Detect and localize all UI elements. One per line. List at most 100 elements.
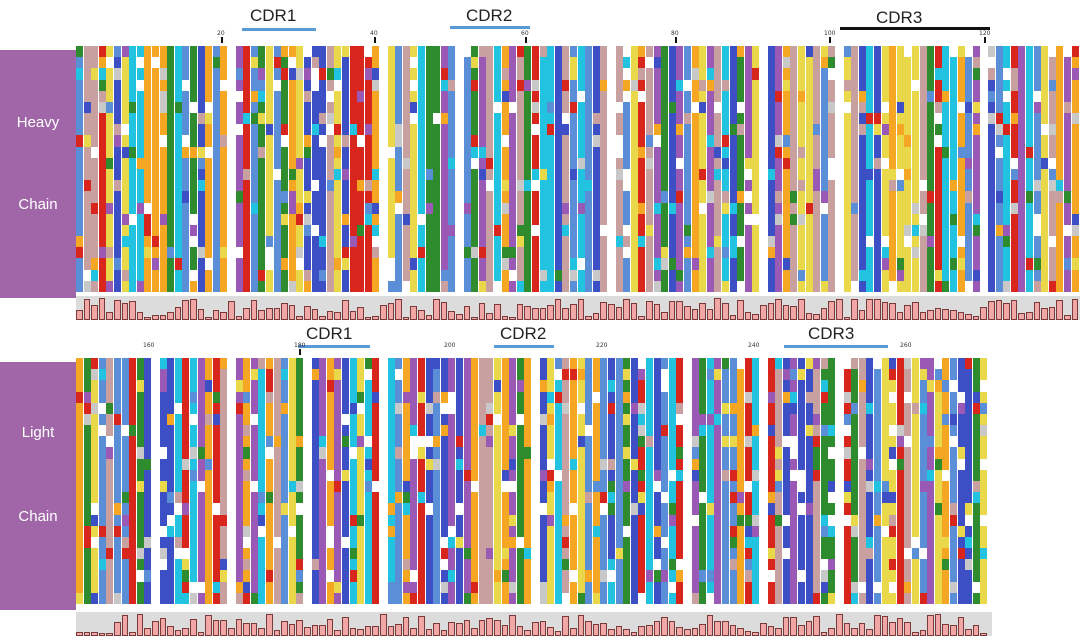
residue-cell	[440, 469, 448, 482]
residue-cell	[243, 391, 251, 404]
residue-cell	[167, 525, 175, 538]
residue-cell	[820, 157, 828, 170]
residue-cell	[1041, 247, 1049, 259]
residue-cell	[539, 413, 547, 426]
residue-cell	[653, 90, 661, 103]
residue-cell	[205, 458, 213, 471]
residue-cell	[250, 514, 258, 527]
residue-cell	[661, 57, 669, 69]
residue-cell	[782, 224, 790, 237]
residue-cell	[395, 280, 403, 292]
residue-cell	[615, 458, 623, 471]
residue-cell	[653, 369, 661, 381]
residue-cell	[562, 213, 570, 226]
residue-cell	[243, 447, 251, 460]
residue-cell	[129, 169, 137, 181]
residue-cell	[220, 236, 228, 248]
residue-cell	[205, 492, 213, 504]
residue-cell	[243, 146, 251, 159]
residue-cell	[1056, 224, 1064, 237]
residue-cell	[494, 447, 501, 460]
residue-cell	[273, 90, 281, 103]
residue-cell	[258, 202, 266, 215]
residue-cell	[129, 581, 137, 594]
residue-cell	[205, 169, 213, 181]
residue-cell	[608, 458, 615, 471]
residue-cell	[463, 224, 471, 237]
residue-cell	[950, 202, 957, 215]
residue-cell	[532, 247, 539, 259]
residue-cell	[615, 68, 623, 81]
residue-cell	[592, 425, 600, 437]
residue-cell	[554, 135, 562, 148]
residue-cell	[433, 202, 441, 215]
residue-cell	[1018, 236, 1026, 248]
residue-cell	[820, 402, 828, 415]
residue-cell	[478, 135, 486, 148]
residue-cell	[402, 213, 410, 226]
residue-cell	[661, 458, 669, 471]
residue-cell	[334, 79, 342, 92]
residue-cell	[881, 57, 889, 69]
residue-cell	[296, 559, 304, 571]
residue-cell	[668, 90, 676, 103]
residue-cell	[410, 548, 418, 560]
residue-cell	[486, 559, 494, 571]
residue-cell	[600, 536, 608, 549]
residue-cell	[1033, 135, 1041, 148]
residue-cell	[752, 113, 760, 125]
residue-cell	[828, 224, 836, 237]
residue-cell	[782, 146, 790, 159]
conservation-bar	[912, 302, 919, 320]
residue-cell	[691, 447, 699, 460]
residue-cell	[440, 358, 448, 370]
residue-cell	[638, 447, 646, 460]
residue-cell	[243, 135, 251, 148]
residue-cell	[1041, 124, 1049, 136]
residue-cell	[167, 202, 175, 215]
residue-cell	[646, 592, 653, 604]
residue-cell	[395, 57, 403, 69]
residue-cell	[463, 202, 471, 215]
residue-cell	[524, 581, 532, 594]
residue-cell	[585, 202, 593, 215]
residue-cell	[501, 57, 509, 69]
residue-cell	[448, 157, 456, 170]
residue-cell	[266, 280, 273, 292]
residue-cell	[638, 213, 646, 226]
residue-cell	[174, 413, 182, 426]
residue-cell	[539, 180, 547, 192]
residue-cell	[273, 592, 281, 604]
residue-cell	[190, 413, 197, 426]
residue-cell	[418, 425, 425, 437]
residue-cell	[737, 247, 745, 259]
residue-cell	[646, 492, 653, 504]
residue-cell	[729, 101, 737, 114]
residue-cell	[235, 146, 243, 159]
residue-cell	[326, 402, 334, 415]
residue-cell	[554, 380, 562, 393]
residue-cell	[471, 559, 479, 571]
residue-cell	[790, 90, 798, 103]
residue-cell	[691, 113, 699, 125]
residue-cell	[205, 481, 213, 493]
residue-cell	[471, 380, 479, 393]
residue-cell	[456, 548, 463, 560]
residue-cell	[684, 57, 691, 69]
residue-cell	[311, 402, 319, 415]
residue-cell	[281, 202, 289, 215]
residue-cell	[912, 213, 919, 226]
residue-cell	[805, 358, 813, 370]
residue-cell	[577, 146, 585, 159]
residue-cell	[433, 391, 441, 404]
residue-cell	[273, 202, 281, 215]
residue-cell	[326, 68, 334, 81]
residue-cell	[326, 592, 334, 604]
residue-cell	[896, 191, 904, 204]
residue-cell	[965, 146, 973, 159]
residue-cell	[547, 157, 555, 170]
residue-cell	[144, 157, 152, 170]
residue-cell	[83, 68, 91, 81]
residue-cell	[463, 536, 471, 549]
residue-cell	[402, 191, 410, 204]
